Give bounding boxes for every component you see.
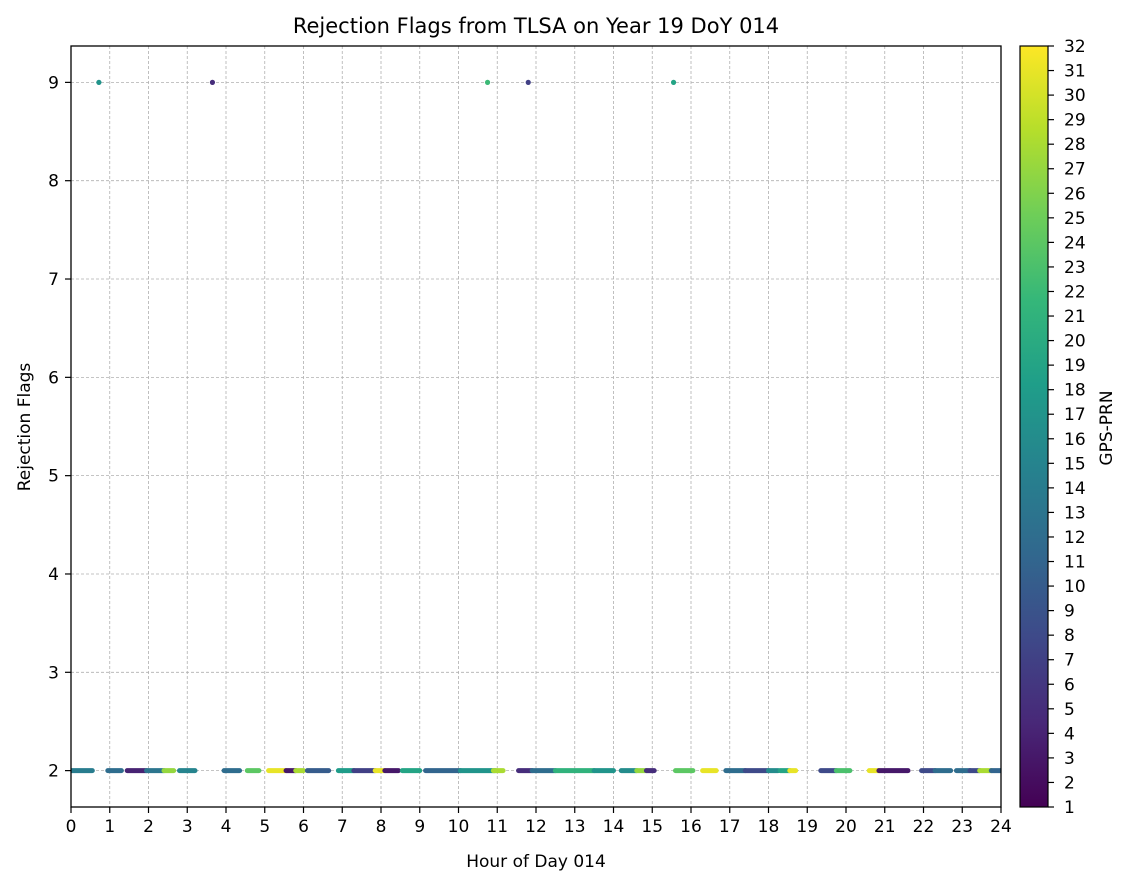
colorbar-tick-label: 11 [1064, 553, 1086, 573]
colorbar-tick-label: 30 [1064, 86, 1086, 106]
y-tick-label: 3 [48, 663, 59, 683]
y-tick-label: 4 [48, 565, 59, 585]
x-tick-label: 20 [835, 817, 857, 837]
x-tick-label: 3 [182, 817, 193, 837]
y-axis-ticks: 2 3 4 5 6 7 8 9 [48, 73, 71, 782]
x-tick-label: 21 [874, 817, 896, 837]
chart-title: Rejection Flags from TLSA on Year 19 DoY… [293, 14, 779, 38]
x-tick-label: 18 [758, 817, 780, 837]
colorbar-tick-label: 21 [1064, 307, 1086, 327]
colorbar-tick-label: 23 [1064, 258, 1086, 278]
x-tick-label: 22 [913, 817, 935, 837]
grid-lines [70, 46, 1002, 807]
colorbar-ticks: 1234567891011121314151617181920212223242… [1048, 37, 1086, 818]
x-tick-label: 13 [564, 817, 586, 837]
x-tick-label: 1 [104, 817, 115, 837]
colorbar-tick-label: 26 [1064, 184, 1086, 204]
colorbar-tick-label: 4 [1064, 724, 1075, 744]
x-tick-label: 14 [603, 817, 625, 837]
data-point [96, 79, 102, 85]
y-tick-label: 5 [48, 467, 59, 487]
x-tick-label: 7 [337, 817, 348, 837]
y-tick-label: 2 [48, 762, 59, 782]
colorbar-tick-label: 29 [1064, 111, 1086, 131]
x-tick-label: 17 [719, 817, 741, 837]
colorbar-tick-label: 1 [1064, 798, 1075, 818]
x-tick-label: 9 [414, 817, 425, 837]
data-point [209, 79, 216, 85]
x-tick-label: 6 [298, 817, 309, 837]
colorbar-tick-label: 25 [1064, 209, 1086, 229]
x-tick-label: 16 [680, 817, 702, 837]
colorbar-tick-label: 28 [1064, 135, 1086, 155]
colorbar-tick-label: 32 [1064, 37, 1086, 57]
x-axis-label: Hour of Day 014 [466, 852, 606, 872]
x-tick-label: 19 [796, 817, 818, 837]
colorbar-tick-label: 18 [1064, 381, 1086, 401]
colorbar-tick-label: 9 [1064, 602, 1075, 622]
colorbar-tick-label: 2 [1064, 773, 1075, 793]
colorbar [1019, 45, 1049, 808]
y-axis-label: Rejection Flags [15, 363, 35, 492]
x-tick-label: 5 [259, 817, 270, 837]
x-tick-label: 8 [376, 817, 387, 837]
colorbar-tick-label: 5 [1064, 700, 1075, 720]
colorbar-tick-label: 12 [1064, 528, 1086, 548]
colorbar-tick-label: 20 [1064, 332, 1086, 352]
colorbar-tick-label: 8 [1064, 626, 1075, 646]
x-tick-label: 12 [525, 817, 547, 837]
x-tick-label: 2 [143, 817, 154, 837]
y-tick-label: 6 [48, 368, 59, 388]
x-tick-label: 4 [221, 817, 232, 837]
x-tick-label: 24 [990, 817, 1012, 837]
x-tick-label: 0 [66, 817, 77, 837]
colorbar-tick-label: 22 [1064, 282, 1086, 302]
colorbar-tick-label: 17 [1064, 405, 1086, 425]
colorbar-tick-label: 6 [1064, 675, 1075, 695]
data-point [525, 79, 531, 85]
colorbar-tick-label: 31 [1064, 62, 1086, 82]
colorbar-tick-label: 16 [1064, 430, 1086, 450]
colorbar-tick-label: 24 [1064, 233, 1086, 253]
colorbar-tick-label: 7 [1064, 651, 1075, 671]
x-tick-label: 23 [951, 817, 973, 837]
x-axis-ticks: 0 1 2 3 4 5 6 7 8 9 10 11 12 13 14 15 16 17 18 19 20 21 22 23 24 [66, 807, 1012, 837]
colorbar-tick-label: 27 [1064, 160, 1086, 180]
x-tick-label: 10 [448, 817, 470, 837]
y-tick-label: 7 [48, 270, 59, 290]
colorbar-tick-label: 19 [1064, 356, 1086, 376]
x-tick-label: 15 [641, 817, 663, 837]
x-tick-label: 11 [486, 817, 508, 837]
y-tick-label: 9 [48, 73, 59, 93]
colorbar-tick-label: 13 [1064, 503, 1086, 523]
data-point [484, 79, 491, 85]
y-tick-label: 8 [48, 172, 59, 192]
colorbar-label: GPS-PRN [1097, 390, 1117, 465]
data-point [670, 79, 677, 85]
colorbar-tick-label: 3 [1064, 749, 1075, 769]
colorbar-tick-label: 14 [1064, 479, 1086, 499]
colorbar-tick-label: 10 [1064, 577, 1086, 597]
data-layer [71, 79, 1001, 774]
colorbar-tick-label: 15 [1064, 454, 1086, 474]
